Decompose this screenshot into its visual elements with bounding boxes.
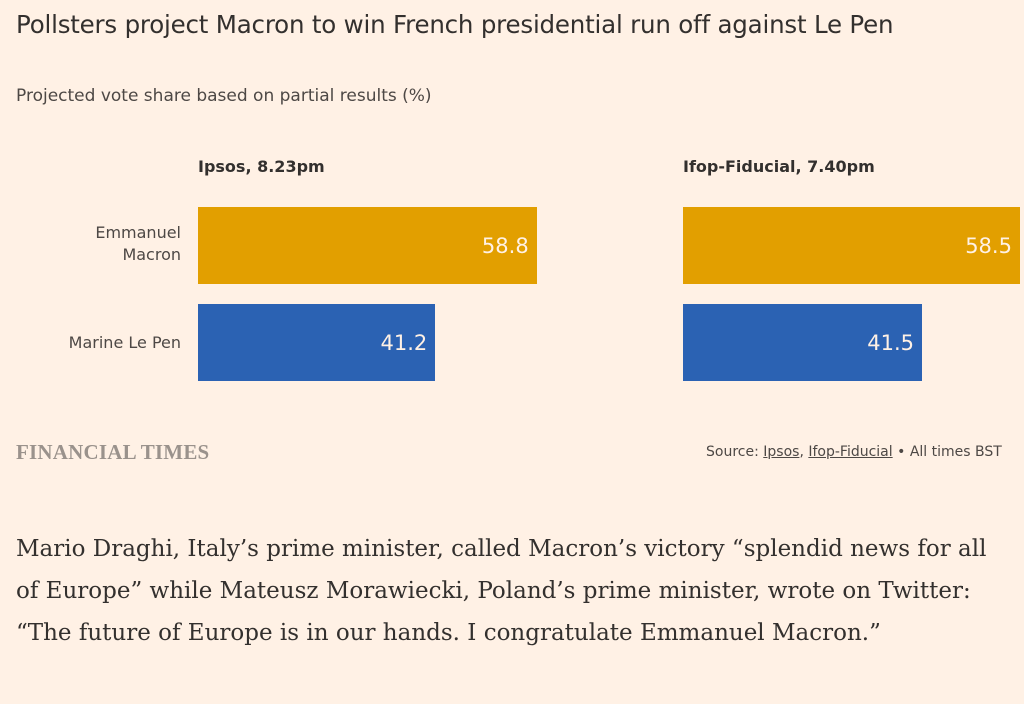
bar-value-ifop-le-pen: 41.5: [867, 330, 915, 355]
source-note: Source: Ipsos, Ifop-Fiducial • All times…: [706, 444, 1002, 460]
bar-value-ipsos-le-pen: 41.2: [380, 330, 428, 355]
source-prefix: Source:: [706, 444, 764, 460]
bar-ipsos-macron: 58.8: [198, 207, 537, 284]
category-label-macron-line1: Emmanuel: [95, 223, 181, 242]
ft-brand-logo: FINANCIAL TIMES: [16, 440, 210, 464]
source-suffix: • All times BST: [892, 444, 1002, 460]
panel-title-ifop: Ifop-Fiducial, 7.40pm: [683, 157, 875, 176]
bar-value-ipsos-macron: 58.8: [481, 233, 529, 258]
chart-title: Pollsters project Macron to win French p…: [16, 10, 894, 39]
source-separator: ,: [799, 444, 809, 460]
source-link-ipsos[interactable]: Ipsos: [763, 444, 800, 460]
source-link-ifop-fiducial[interactable]: Ifop-Fiducial: [808, 444, 893, 460]
category-label-le-pen: Marine Le Pen: [68, 333, 181, 352]
category-label-macron-line2: Macron: [122, 245, 181, 264]
article-paragraph: Mario Draghi, Italy’s prime minister, ca…: [16, 536, 987, 646]
bar-ipsos-le-pen: 41.2: [198, 304, 436, 381]
article-body: Mario Draghi, Italy’s prime minister, ca…: [16, 528, 1016, 654]
category-label-macron: Emmanuel Macron: [95, 222, 181, 266]
chart-subtitle: Projected vote share based on partial re…: [16, 86, 432, 106]
bar-ifop-le-pen: 41.5: [683, 304, 923, 381]
panel-title-ipsos: Ipsos, 8.23pm: [198, 157, 325, 176]
bar-value-ifop-macron: 58.5: [965, 233, 1012, 258]
bar-ifop-macron: 58.5: [683, 207, 1020, 284]
